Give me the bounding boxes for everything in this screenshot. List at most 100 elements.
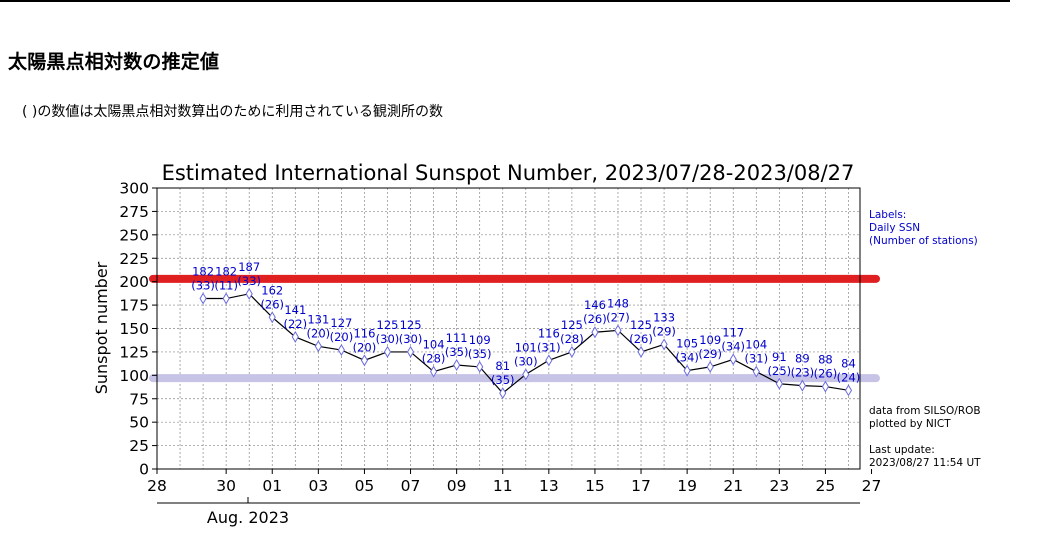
data-label-stations: (33) xyxy=(191,279,215,293)
legend-line: Labels: xyxy=(869,209,906,221)
x-tick-label: 15 xyxy=(585,477,605,495)
x-axis-label: Aug. 2023 xyxy=(207,508,289,527)
data-point-marker xyxy=(614,324,622,337)
last-update-line: Last update: xyxy=(869,444,935,456)
data-label-stations: (26) xyxy=(629,332,653,346)
data-label-stations: (26) xyxy=(583,312,607,326)
x-tick-label: 11 xyxy=(493,477,513,495)
source-note-line: data from SILSO/ROB xyxy=(869,405,981,417)
reference-lines xyxy=(149,274,880,383)
last-update-line: 2023/08/27 11:54 UT xyxy=(869,457,981,469)
data-label-stations: (30) xyxy=(514,354,538,368)
x-tick-label: 01 xyxy=(262,477,282,495)
data-point-marker xyxy=(245,287,253,300)
data-label-stations: (33) xyxy=(237,274,261,288)
data-label-stations: (35) xyxy=(445,345,469,359)
data-label-ssn: 125 xyxy=(400,318,422,332)
y-ticks: 0 25 50 75 100 125 150 175 200 225 250 275 300 xyxy=(119,180,157,479)
y-tick-label: 0 xyxy=(139,461,149,479)
x-ticks: 28 30 01 03 05 07 09 11 13 15 17 19 21 23 25 27 xyxy=(147,469,881,495)
data-point-marker xyxy=(706,360,714,373)
data-label-ssn: 187 xyxy=(238,260,260,274)
data-point-marker xyxy=(476,360,484,373)
source-note-line: plotted by NICT xyxy=(869,418,951,430)
data-label-stations: (20) xyxy=(330,330,354,344)
grid-layer xyxy=(157,188,860,469)
y-tick-label: 225 xyxy=(119,250,149,268)
data-point-marker xyxy=(752,365,760,378)
data-point-marker xyxy=(591,326,599,339)
data-label-stations: (26) xyxy=(260,297,284,311)
data-label-stations: (29) xyxy=(698,347,722,361)
x-tick-label: 07 xyxy=(401,477,421,495)
x-tick-label: 03 xyxy=(308,477,328,495)
data-point-marker xyxy=(337,344,345,357)
data-label-stations: (25) xyxy=(768,364,792,378)
data-point-marker xyxy=(568,345,576,358)
y-tick-label: 125 xyxy=(119,343,149,361)
data-point-marker xyxy=(775,377,783,390)
data-label-ssn: 104 xyxy=(745,338,767,352)
x-tick-label: 13 xyxy=(539,477,559,495)
data-point-marker xyxy=(430,365,438,378)
data-label-ssn: 125 xyxy=(561,318,583,332)
data-label-stations: (22) xyxy=(283,317,307,331)
data-label-stations: (27) xyxy=(606,310,630,324)
data-label-ssn: 125 xyxy=(630,318,652,332)
data-label-ssn: 148 xyxy=(607,296,629,310)
data-label-stations: (31) xyxy=(537,340,561,354)
legend-line: (Number of stations) xyxy=(869,235,978,247)
data-point-marker xyxy=(729,353,737,366)
y-tick-label: 150 xyxy=(119,320,149,338)
data-point-marker xyxy=(499,387,507,400)
y-tick-label: 50 xyxy=(129,414,149,432)
y-tick-label: 75 xyxy=(129,390,149,408)
data-label-stations: (20) xyxy=(307,326,331,340)
data-point-marker xyxy=(291,330,299,343)
data-labels: 182(33)182(11)187(33)162(26) 141(22) 131(2… xyxy=(191,260,860,387)
data-point-marker xyxy=(637,345,645,358)
data-label-stations: (30) xyxy=(399,332,423,346)
data-label-ssn: 111 xyxy=(446,331,468,345)
data-point-marker xyxy=(453,359,461,372)
data-point-marker xyxy=(798,379,806,392)
legend-line: Daily SSN xyxy=(869,222,920,234)
data-label-stations: (23) xyxy=(791,366,815,380)
data-label-ssn: 88 xyxy=(818,353,833,367)
data-label-ssn: 105 xyxy=(676,337,698,351)
data-point-marker xyxy=(383,345,392,358)
data-label-ssn: 116 xyxy=(538,326,560,340)
data-label-ssn: 182 xyxy=(215,265,237,279)
data-label-stations: (11) xyxy=(214,279,238,293)
data-label-ssn: 162 xyxy=(261,283,283,297)
data-label-stations: (34) xyxy=(721,339,745,353)
data-label-stations: (28) xyxy=(560,332,584,346)
data-label-ssn: 109 xyxy=(469,333,491,347)
y-axis-label: Sunspot number xyxy=(92,261,111,394)
data-label-ssn: 125 xyxy=(377,318,399,332)
x-tick-label: 25 xyxy=(816,477,836,495)
data-point-marker xyxy=(360,354,369,367)
data-label-stations: (20) xyxy=(353,340,377,354)
data-label-ssn: 141 xyxy=(284,303,306,317)
data-label-ssn: 84 xyxy=(841,356,856,370)
y-tick-label: 200 xyxy=(119,273,149,291)
y-tick-label: 300 xyxy=(119,180,149,198)
data-point-marker xyxy=(683,364,691,377)
x-tick-label: 28 xyxy=(147,477,167,495)
data-point-marker xyxy=(314,340,322,353)
data-point-marker xyxy=(821,380,830,393)
side-notes: Labels:Daily SSN(Number of stations) data… xyxy=(869,209,981,469)
x-tick-label: 30 xyxy=(216,477,236,495)
series-layer xyxy=(199,287,853,400)
data-point-marker xyxy=(222,292,230,305)
page-heading: 太陽黒点相対数の推定値 xyxy=(8,51,220,73)
y-tick-label: 100 xyxy=(119,367,149,385)
data-point-marker xyxy=(844,384,853,397)
data-label-stations: (29) xyxy=(652,324,676,338)
data-point-marker xyxy=(522,368,530,381)
data-label-ssn: 182 xyxy=(192,265,214,279)
data-label-stations: (26) xyxy=(814,367,838,381)
y-tick-label: 275 xyxy=(119,203,149,221)
